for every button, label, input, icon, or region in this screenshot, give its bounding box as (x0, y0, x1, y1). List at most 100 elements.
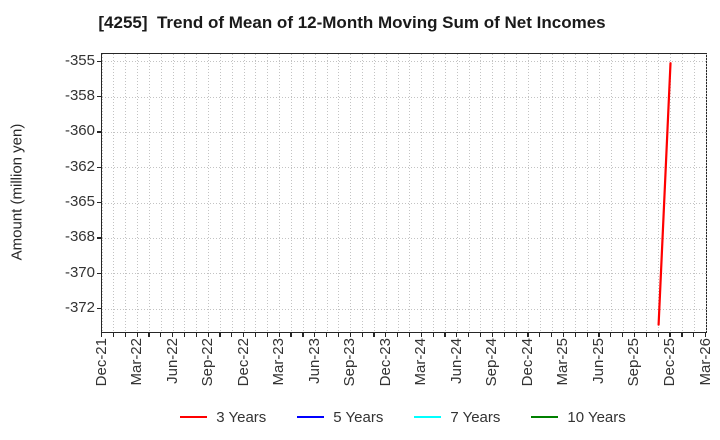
x-tick-mark (527, 332, 529, 337)
y-tick-label: -355 (64, 51, 95, 69)
legend-swatch (414, 416, 442, 418)
gridline-vertical (338, 54, 340, 332)
x-tick-label: Dec-21 (92, 338, 110, 387)
x-tick-mark (148, 332, 150, 337)
x-tick-mark (456, 332, 458, 337)
gridline-vertical (563, 54, 565, 332)
series-plot-layer (657, 62, 672, 326)
x-tick-mark (112, 332, 115, 337)
x-tick-mark (160, 332, 162, 337)
x-tick-mark (669, 332, 671, 337)
x-tick-mark (254, 332, 257, 337)
gridline-vertical (622, 54, 624, 332)
gridline-vertical (314, 54, 316, 332)
x-tick-mark (562, 332, 565, 337)
x-tick-mark (349, 332, 351, 337)
x-tick-mark (420, 332, 422, 337)
gridline-vertical (302, 54, 304, 332)
x-tick-mark (195, 332, 197, 337)
x-tick-mark (243, 332, 245, 337)
legend-label: 7 Years (450, 408, 501, 426)
y-tick-label: -360 (64, 122, 95, 140)
x-tick-mark (551, 332, 553, 337)
y-tick-label: -372 (64, 299, 95, 317)
gridline-vertical (196, 54, 198, 332)
gridline-vertical (516, 54, 517, 332)
gridline-horizontal (102, 167, 706, 169)
gridline-vertical (172, 54, 174, 332)
x-tick-mark (681, 332, 683, 337)
gridline-vertical (219, 54, 221, 332)
gridline-vertical (409, 54, 411, 332)
x-tick-mark (574, 332, 576, 337)
x-tick-mark (302, 332, 304, 337)
x-tick-mark (622, 332, 624, 337)
gridline-vertical (279, 54, 281, 332)
chart-title: [4255] Trend of Mean of 12-Month Moving … (98, 13, 606, 32)
gridline-vertical (267, 54, 269, 332)
y-tick-mark (96, 96, 101, 98)
legend-item-7-years: 7 Years (414, 409, 500, 426)
y-tick-mark (96, 272, 101, 274)
gridline-vertical (125, 54, 127, 332)
x-tick-mark (219, 332, 221, 337)
gridline-vertical (113, 54, 115, 332)
x-tick-label: Sep-22 (199, 338, 217, 387)
gridline-vertical (504, 54, 506, 332)
x-tick-mark (207, 332, 209, 337)
x-tick-mark (278, 332, 280, 337)
gridline-vertical (255, 54, 257, 332)
x-tick-mark (290, 332, 292, 337)
x-tick-label: Sep-23 (341, 338, 359, 387)
x-tick-mark (136, 332, 138, 337)
x-tick-mark (101, 332, 103, 337)
gridline-vertical (658, 54, 660, 332)
gridline-horizontal (102, 237, 706, 239)
gridline-vertical (243, 54, 245, 332)
x-tick-label: Dec-24 (518, 338, 536, 387)
x-tick-label: Sep-24 (483, 338, 501, 387)
x-tick-mark (183, 332, 186, 337)
gridline-vertical (385, 54, 387, 332)
legend-label: 3 Years (216, 408, 267, 426)
x-tick-mark (693, 332, 695, 337)
gridline-vertical (456, 54, 458, 332)
x-tick-mark (266, 332, 268, 337)
x-tick-mark (172, 332, 174, 337)
x-tick-mark (645, 332, 647, 337)
gridline-vertical (421, 54, 423, 332)
x-tick-mark (361, 332, 363, 337)
legend-swatch (297, 416, 325, 418)
gridline-horizontal (102, 273, 706, 275)
gridline-vertical (433, 54, 435, 332)
gridline-vertical (610, 54, 612, 332)
y-tick-label: -358 (64, 87, 95, 105)
x-tick-mark (314, 332, 316, 337)
gridline-vertical (137, 54, 139, 332)
gridline-vertical (160, 54, 162, 332)
gridline-vertical (184, 54, 186, 332)
legend-item-5-years: 5 Years (297, 409, 383, 426)
x-tick-mark (503, 332, 505, 337)
y-tick-label: -368 (64, 228, 95, 246)
gridline-vertical (634, 54, 636, 332)
gridline-horizontal (102, 308, 706, 310)
x-tick-mark (657, 332, 659, 337)
gridline-vertical (681, 54, 683, 332)
y-tick-mark (96, 60, 101, 62)
gridline-vertical (350, 54, 352, 332)
x-tick-mark (468, 332, 470, 337)
gridline-vertical (598, 54, 600, 332)
gridline-horizontal (102, 131, 706, 133)
legend-swatch (180, 416, 208, 418)
x-tick-label: Mar-24 (412, 338, 430, 386)
legend-item-3-years: 3 Years (180, 409, 266, 426)
gridline-vertical (326, 54, 328, 332)
x-tick-label: Dec-23 (376, 338, 394, 387)
x-tick-mark (491, 332, 493, 337)
x-tick-mark (705, 332, 707, 337)
x-tick-label: Jun-23 (305, 338, 323, 384)
gridline-vertical (527, 54, 529, 332)
gridline-vertical (362, 54, 364, 332)
